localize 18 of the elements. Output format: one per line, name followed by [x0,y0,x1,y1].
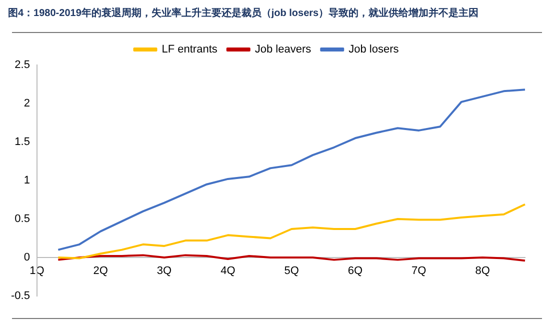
legend-label: LF entrants [162,44,218,56]
x-tick-label: 7Q [412,265,427,278]
y-tick-label: 1 [24,174,30,187]
x-tick-label: 4Q [220,265,236,278]
x-tick-label: 6Q [348,265,364,278]
y-tick-label: -0.5 [10,290,30,302]
y-tick-label: 2 [24,98,30,110]
y-tick-label: 1.5 [14,136,30,148]
x-tick-label: 3Q [156,265,172,278]
x-tick-label: 2Q [93,265,108,278]
y-tick-label: 0.5 [14,213,30,226]
x-tick-label: 8Q [475,265,490,278]
legend-label: Job leavers [254,44,312,56]
legend-label: Job losers [348,44,400,56]
y-tick-label: 2.5 [14,59,30,72]
y-tick-label: 0 [24,252,30,264]
chart-title: 图4：1980-2019年的衰退周期，失业率上升主要还是裁员（job losers）导致的，就业供给增加并不是主因 [8,6,480,20]
x-tick-label: 5Q [284,265,300,278]
